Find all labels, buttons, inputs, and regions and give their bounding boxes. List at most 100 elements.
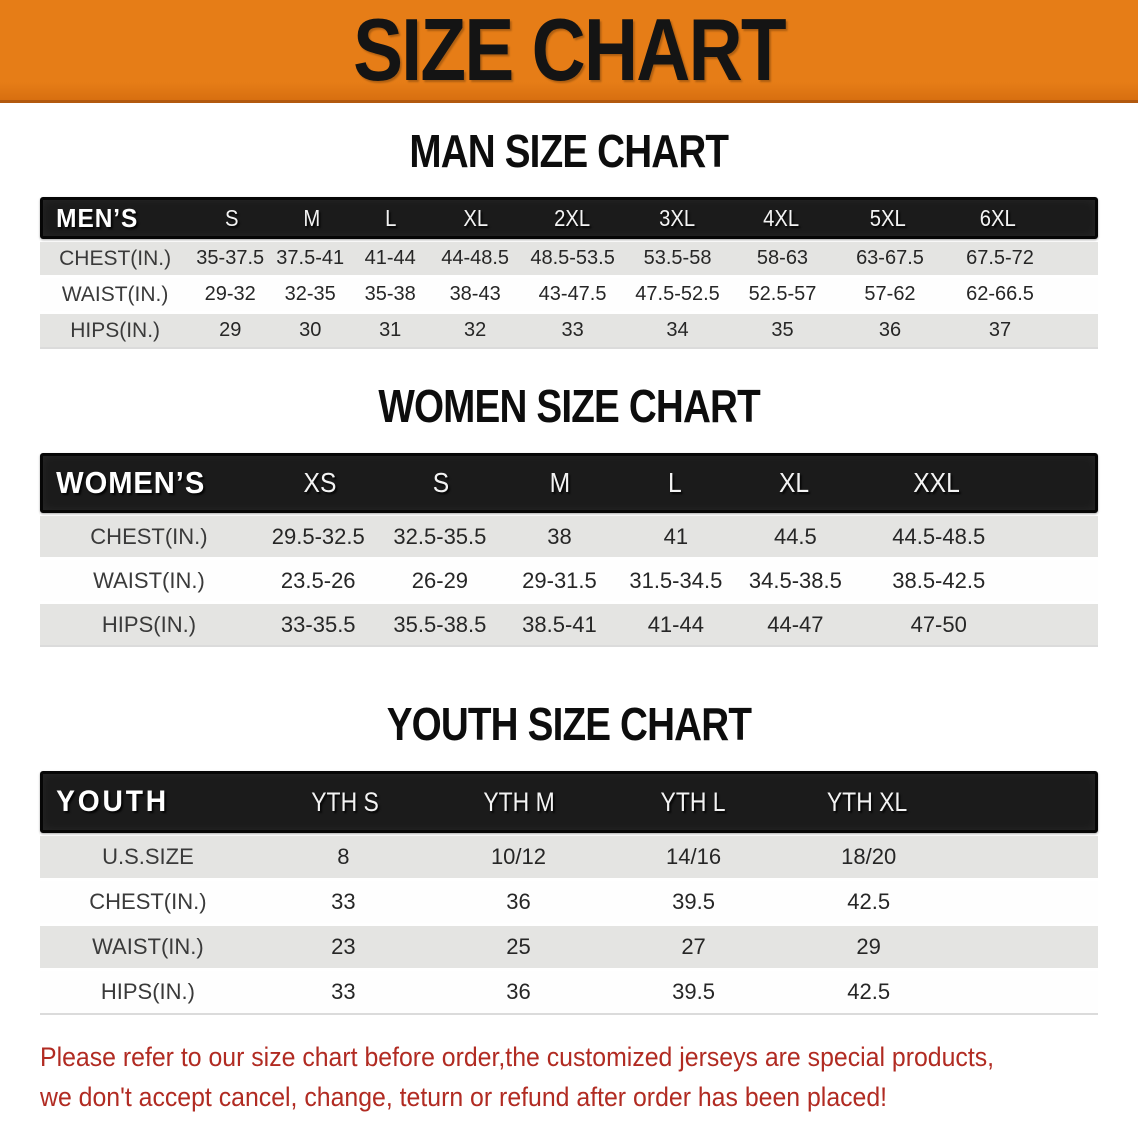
youth-header-size-xl: YTH XL	[826, 786, 908, 817]
men-hips-value: 36	[878, 319, 902, 341]
men-header-size-2xl: 2XL	[554, 204, 591, 231]
women-header-size-xxl: XXL	[913, 467, 960, 498]
women-header-label: WOMEN’S	[56, 465, 206, 500]
men-chest-value: 41-44	[364, 247, 416, 269]
banner-title: SIZE CHART	[353, 0, 787, 99]
men-chest-value: 35-37.5	[196, 247, 265, 269]
youth-waist-row: WAIST(IN.) 23 25 27 29	[40, 926, 1098, 968]
youth-hips-value: 33	[331, 979, 356, 1004]
order-notice-line-1: Please refer to our size chart before or…	[40, 1042, 995, 1072]
women-waist-value: 38.5-42.5	[892, 567, 986, 593]
men-waist-value: 29-32	[204, 283, 256, 305]
women-waist-value: 34.5-38.5	[748, 567, 842, 593]
youth-chest-label: CHEST(IN.)	[89, 889, 207, 914]
women-chest-value: 29.5-32.5	[271, 523, 365, 549]
men-hips-value: 29	[219, 319, 242, 341]
women-hips-value: 38.5-41	[522, 611, 597, 637]
women-waist-row: WAIST(IN.) 23.5-26 26-29 29-31.5 31.5-34…	[40, 560, 1098, 601]
women-chest-label: CHEST(IN.)	[90, 523, 208, 549]
men-waist-value: 32-35	[284, 283, 336, 305]
youth-ussize-value: 14/16	[666, 844, 722, 869]
men-hips-value: 35	[771, 319, 794, 341]
youth-section-heading-text: YOUTH SIZE CHART	[386, 698, 752, 750]
women-hips-value: 47-50	[910, 611, 967, 637]
women-waist-label: WAIST(IN.)	[93, 567, 205, 593]
women-hips-value: 44-47	[767, 611, 824, 637]
men-header-size-3xl: 3XL	[658, 204, 695, 231]
banner: SIZE CHART	[0, 0, 1138, 103]
men-waist-value: 38-43	[449, 283, 501, 305]
women-chest-value: 38	[547, 523, 572, 549]
youth-size-table: YOUTH YTH S YTH M YTH L YTH XL U.S.SIZE …	[40, 771, 1098, 1013]
women-waist-value: 31.5-34.5	[629, 567, 723, 593]
women-waist-value: 26-29	[411, 567, 469, 593]
youth-ussize-value: 8	[337, 844, 350, 869]
women-header-size-l: L	[668, 467, 683, 498]
women-waist-value: 29-31.5	[522, 567, 597, 593]
men-chest-value: 63-67.5	[856, 247, 924, 269]
youth-ussize-value: 18/20	[841, 844, 897, 869]
men-waist-value: 52.5-57	[748, 283, 817, 305]
women-header-size-xl: XL	[779, 467, 810, 498]
men-header-size-6xl: 6XL	[979, 204, 1016, 231]
men-header-size-s: S	[225, 204, 239, 231]
youth-ussize-row: U.S.SIZE 8 10/12 14/16 18/20	[40, 836, 1098, 878]
men-chest-value: 44-48.5	[441, 247, 510, 269]
women-header-size-m: M	[549, 467, 570, 498]
women-section-heading: WOMEN SIZE CHART	[0, 380, 1138, 432]
men-header-label: MEN’S	[56, 202, 139, 233]
men-header-size-m: M	[303, 204, 321, 231]
men-waist-value: 35-38	[364, 283, 416, 305]
youth-hips-row: HIPS(IN.) 33 36 39.5 42.5	[40, 971, 1098, 1013]
women-waist-value: 23.5-26	[280, 567, 356, 593]
men-size-table: MEN’S S M L XL 2XL 3XL 4XL 5XL 6XL CHEST…	[40, 197, 1098, 347]
order-notice: Please refer to our size chart before or…	[0, 1037, 1138, 1117]
women-header-size-s: S	[432, 467, 449, 498]
youth-ussize-value: 10/12	[490, 844, 546, 869]
women-chest-value: 44.5-48.5	[892, 523, 986, 549]
men-hips-value: 34	[666, 319, 689, 341]
men-waist-value: 57-62	[864, 283, 916, 305]
youth-waist-value: 27	[681, 934, 706, 959]
youth-hips-label: HIPS(IN.)	[100, 979, 195, 1004]
women-hips-value: 35.5-38.5	[393, 611, 487, 637]
women-section-heading-text: WOMEN SIZE CHART	[378, 380, 760, 432]
women-header-size-xs: XS	[303, 467, 337, 498]
women-hips-label: HIPS(IN.)	[101, 611, 197, 637]
youth-hips-value: 39.5	[672, 979, 715, 1004]
youth-waist-label: WAIST(IN.)	[92, 934, 204, 959]
men-chest-value: 37.5-41	[276, 247, 345, 269]
men-chest-value: 53.5-58	[643, 247, 712, 269]
men-hips-label: HIPS(IN.)	[70, 318, 161, 342]
men-hips-value: 32	[464, 319, 487, 341]
men-section-heading: MAN SIZE CHART	[0, 125, 1138, 177]
men-header-size-5xl: 5XL	[870, 204, 907, 231]
youth-header-size-l: YTH L	[660, 786, 726, 817]
youth-header-label: YOUTH	[56, 785, 169, 818]
women-hips-value: 33-35.5	[280, 611, 356, 637]
youth-ussize-label: U.S.SIZE	[102, 844, 194, 869]
men-section-heading-text: MAN SIZE CHART	[409, 125, 730, 177]
men-hips-value: 33	[561, 319, 584, 341]
women-chest-value: 32.5-35.5	[393, 523, 487, 549]
women-hips-row: HIPS(IN.) 33-35.5 35.5-38.5 38.5-41 41-4…	[40, 604, 1098, 645]
men-table-header-row: MEN’S S M L XL 2XL 3XL 4XL 5XL 6XL	[40, 197, 1098, 239]
men-waist-value: 43-47.5	[538, 283, 607, 305]
men-chest-value: 48.5-53.5	[530, 247, 615, 269]
youth-table-header-row: YOUTH YTH S YTH M YTH L YTH XL	[40, 771, 1098, 833]
youth-hips-value: 36	[506, 979, 531, 1004]
men-chest-row: CHEST(IN.) 35-37.5 37.5-41 41-44 44-48.5…	[40, 242, 1098, 275]
women-hips-value: 41-44	[647, 611, 704, 637]
women-size-section: WOMEN SIZE CHART WOMEN’S XS S M L XL XXL…	[0, 380, 1138, 645]
women-chest-row: CHEST(IN.) 29.5-32.5 32.5-35.5 38 41 44.…	[40, 516, 1098, 557]
youth-waist-value: 23	[331, 934, 356, 959]
men-hips-value: 30	[299, 319, 322, 341]
men-chest-label: CHEST(IN.)	[59, 246, 172, 270]
men-chest-value: 67.5-72	[966, 247, 1034, 269]
men-waist-value: 62-66.5	[966, 283, 1034, 305]
youth-hips-value: 42.5	[847, 979, 891, 1004]
men-waist-value: 47.5-52.5	[635, 283, 720, 305]
women-chest-value: 41	[663, 523, 689, 549]
youth-chest-value: 33	[331, 889, 356, 914]
